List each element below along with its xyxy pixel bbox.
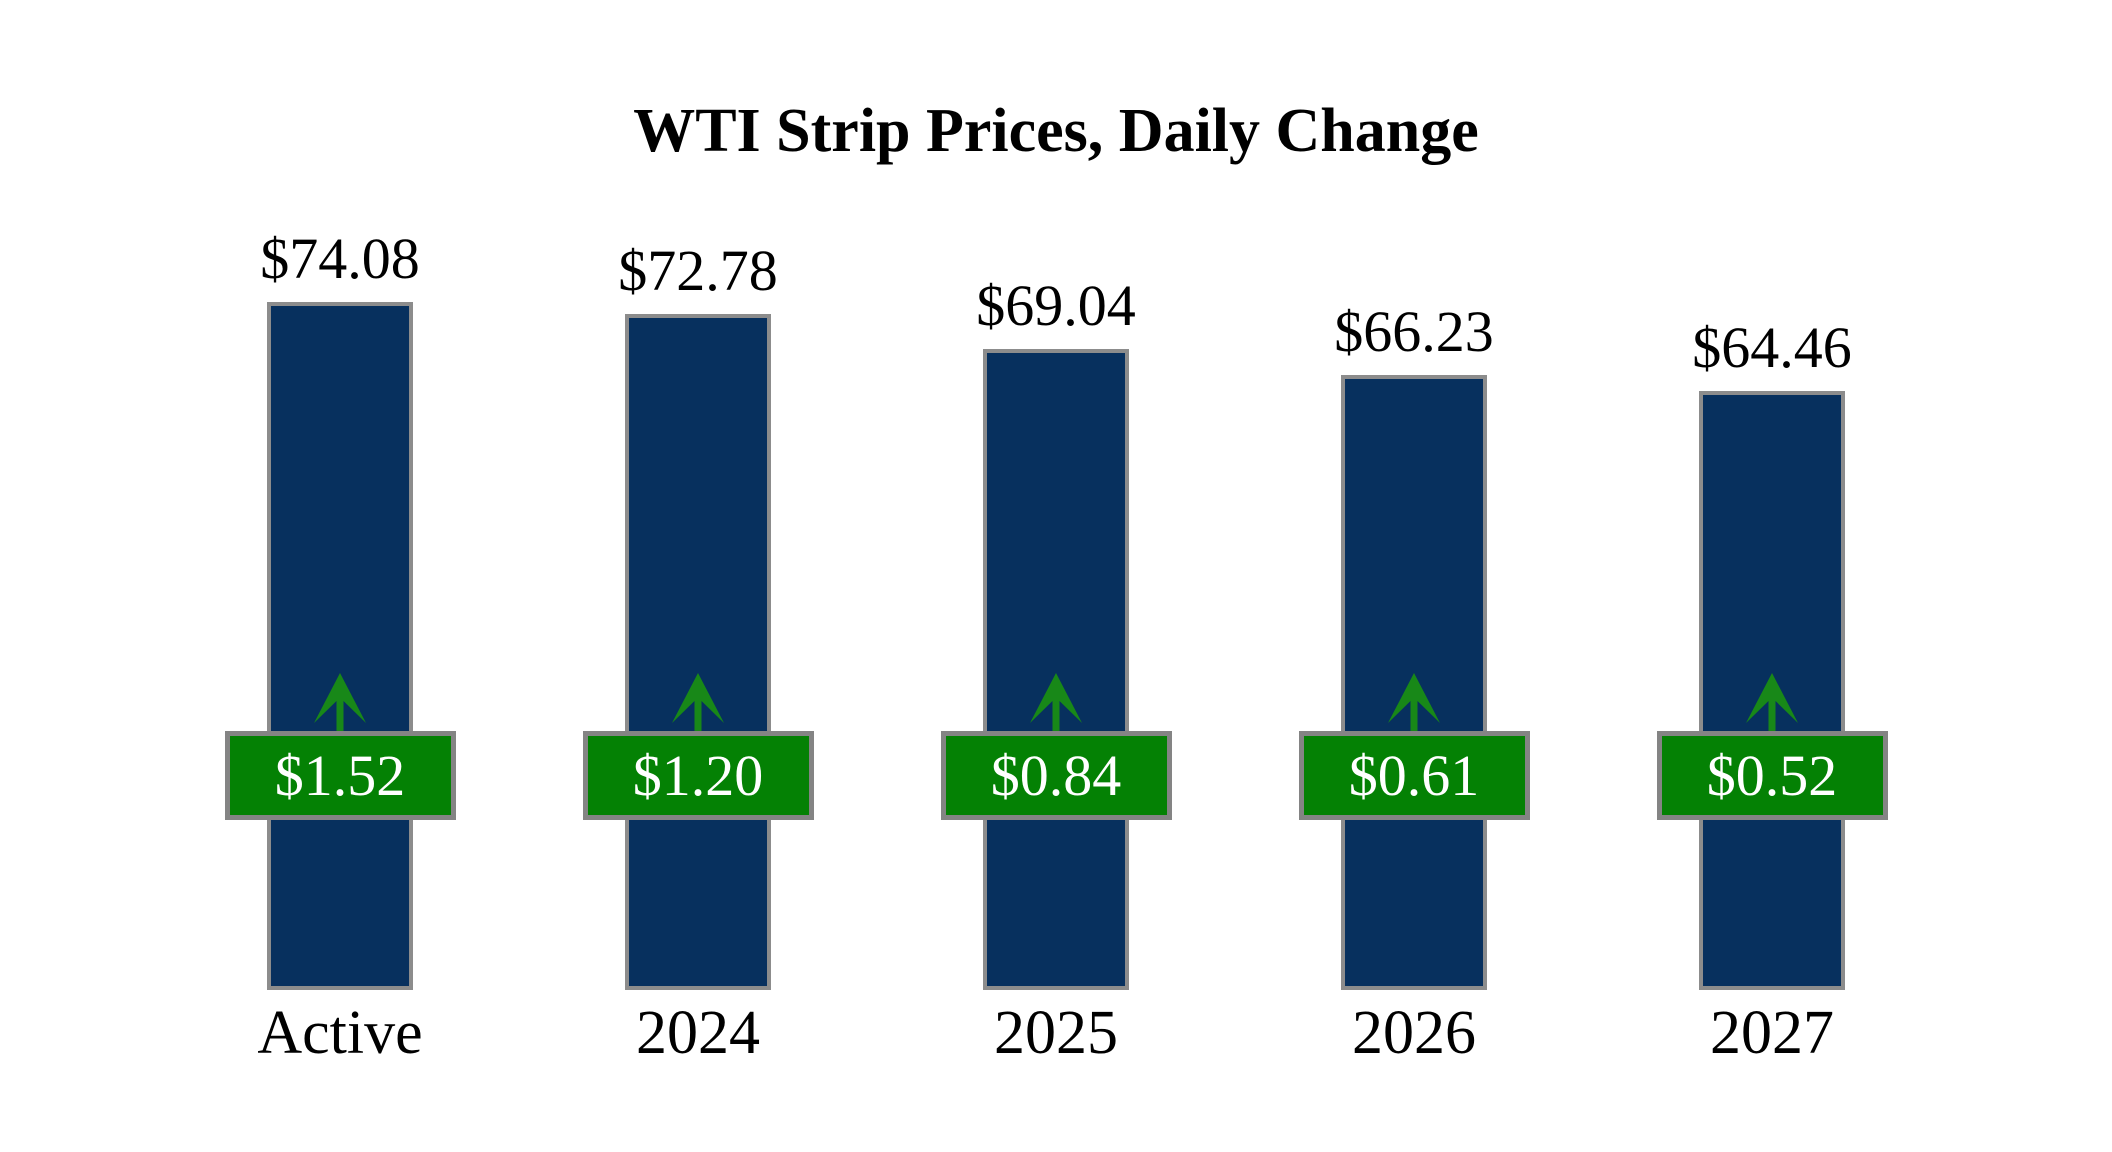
daily-change-value: $0.52: [1706, 742, 1838, 808]
daily-change-value: $0.84: [990, 742, 1122, 808]
bar-value-label: $74.08: [260, 226, 420, 291]
daily-change-badge: $1.20: [582, 731, 814, 820]
category-label: 2025: [994, 999, 1118, 1067]
bar-value-label: $72.78: [618, 238, 778, 303]
up-arrow-icon: [1746, 673, 1798, 731]
daily-change-badge: $0.84: [940, 731, 1172, 820]
category-label: 2024: [636, 999, 760, 1067]
daily-change-value: $1.20: [632, 742, 764, 808]
up-arrow-icon: [314, 673, 366, 731]
bar: [625, 314, 771, 990]
up-arrow-icon: [1030, 673, 1082, 731]
category-label: 2027: [1710, 999, 1834, 1067]
category-label: Active: [257, 999, 423, 1067]
up-arrow-icon: [672, 673, 724, 731]
category-label: 2026: [1352, 999, 1476, 1067]
bar-value-label: $64.46: [1692, 315, 1852, 380]
bar: [983, 349, 1129, 990]
daily-change-badge: $1.52: [224, 731, 456, 820]
up-arrow-icon: [1388, 673, 1440, 731]
chart-title: WTI Strip Prices, Daily Change: [633, 97, 1479, 165]
daily-change-value: $1.52: [274, 742, 406, 808]
daily-change-value: $0.61: [1348, 742, 1480, 808]
bar: [267, 302, 413, 990]
bar-value-label: $66.23: [1334, 299, 1494, 364]
bar-value-label: $69.04: [976, 273, 1136, 338]
daily-change-badge: $0.61: [1298, 731, 1530, 820]
daily-change-badge: $0.52: [1656, 731, 1888, 820]
